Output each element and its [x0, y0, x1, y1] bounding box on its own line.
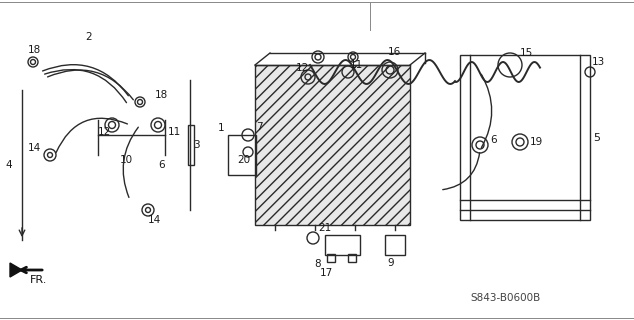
Text: 8: 8 [314, 259, 321, 269]
Text: 18: 18 [155, 90, 168, 100]
Text: S843-B0600B: S843-B0600B [470, 293, 540, 303]
Text: 7: 7 [256, 122, 262, 132]
Text: 19: 19 [530, 137, 543, 147]
Bar [385, 235, 405, 255]
Text: 17: 17 [320, 268, 333, 278]
Text: 6: 6 [158, 160, 165, 170]
Bar [188, 125, 194, 165]
Bar [348, 254, 356, 262]
Polygon shape [10, 263, 22, 277]
Text: 13: 13 [592, 57, 605, 67]
Text: 14: 14 [28, 143, 41, 153]
Bar [228, 135, 256, 175]
Bar [460, 55, 590, 220]
Text: 16: 16 [388, 47, 401, 57]
Text: 12: 12 [296, 63, 309, 73]
Bar [325, 235, 360, 255]
Text: 14: 14 [148, 215, 161, 225]
Text: 1: 1 [218, 123, 224, 133]
Text: 4: 4 [5, 160, 11, 170]
Bar [327, 254, 335, 262]
Text: 18: 18 [28, 45, 41, 55]
Text: 2: 2 [85, 32, 92, 42]
Text: 10: 10 [120, 155, 133, 165]
Text: 20: 20 [237, 155, 250, 165]
Text: 6: 6 [490, 135, 496, 145]
Bar [255, 65, 410, 225]
Text: 3: 3 [193, 140, 200, 150]
Text: 9: 9 [387, 258, 394, 268]
Text: 21: 21 [318, 223, 331, 233]
Text: 15: 15 [520, 48, 533, 58]
Text: 11: 11 [350, 60, 363, 70]
Text: 5: 5 [593, 133, 600, 143]
Text: 11: 11 [168, 127, 181, 137]
Text: 12: 12 [98, 127, 111, 137]
Text: FR.: FR. [30, 275, 48, 285]
